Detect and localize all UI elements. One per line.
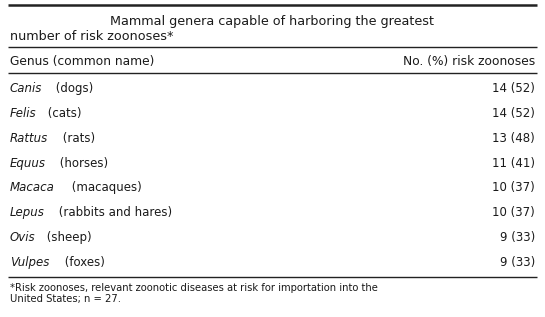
Text: (horses): (horses) — [57, 157, 108, 170]
Text: No. (%) risk zoonoses: No. (%) risk zoonoses — [403, 55, 535, 68]
Text: 14 (52): 14 (52) — [492, 107, 535, 120]
Text: 11 (41): 11 (41) — [492, 157, 535, 170]
Text: Mammal genera capable of harboring the greatest: Mammal genera capable of harboring the g… — [111, 15, 434, 28]
Text: (foxes): (foxes) — [61, 256, 105, 269]
Text: Macaca: Macaca — [10, 181, 55, 194]
Text: Felis: Felis — [10, 107, 37, 120]
Text: Ovis: Ovis — [10, 231, 35, 244]
Text: (rats): (rats) — [59, 132, 95, 145]
Text: (cats): (cats) — [44, 107, 82, 120]
Text: Canis: Canis — [10, 82, 43, 95]
Text: Rattus: Rattus — [10, 132, 49, 145]
Text: 9 (33): 9 (33) — [500, 256, 535, 269]
Text: 9 (33): 9 (33) — [500, 231, 535, 244]
Text: Genus (common name): Genus (common name) — [10, 55, 154, 68]
Text: *Risk zoonoses, relevant zoonotic diseases at risk for importation into the: *Risk zoonoses, relevant zoonotic diseas… — [10, 283, 378, 293]
Text: (rabbits and hares): (rabbits and hares) — [55, 206, 172, 219]
Text: 10 (37): 10 (37) — [492, 181, 535, 194]
Text: Equus: Equus — [10, 157, 46, 170]
Text: (sheep): (sheep) — [43, 231, 92, 244]
Text: 10 (37): 10 (37) — [492, 206, 535, 219]
Text: (dogs): (dogs) — [52, 82, 93, 95]
Text: United States; n = 27.: United States; n = 27. — [10, 294, 121, 304]
Text: Lepus: Lepus — [10, 206, 45, 219]
Text: Vulpes: Vulpes — [10, 256, 50, 269]
Text: 14 (52): 14 (52) — [492, 82, 535, 95]
Text: 13 (48): 13 (48) — [492, 132, 535, 145]
Text: number of risk zoonoses*: number of risk zoonoses* — [10, 30, 173, 43]
Text: (macaques): (macaques) — [68, 181, 142, 194]
